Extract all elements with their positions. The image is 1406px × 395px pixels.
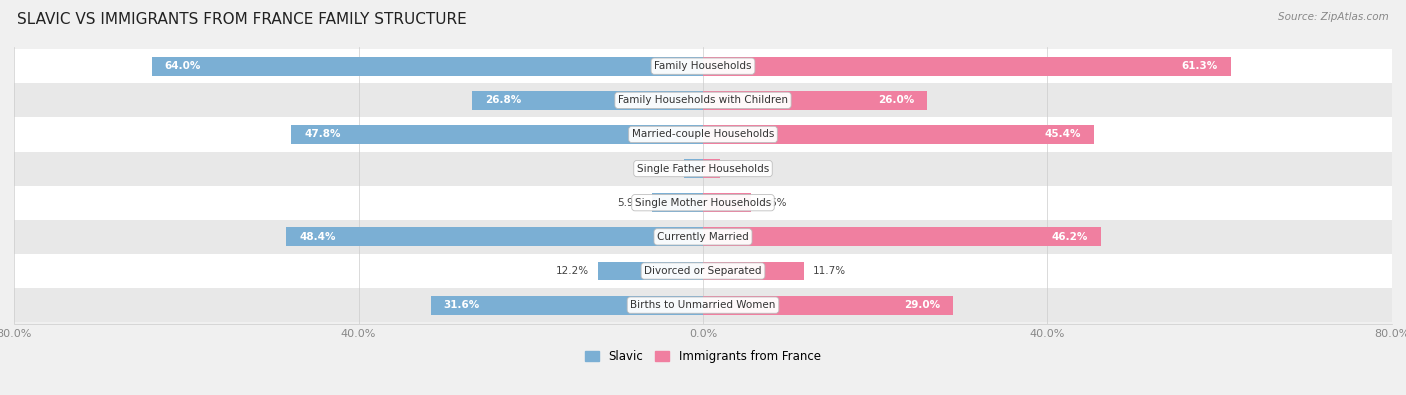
Bar <box>14 49 1392 83</box>
Bar <box>703 261 804 280</box>
Text: 12.2%: 12.2% <box>557 266 589 276</box>
Text: 48.4%: 48.4% <box>299 232 336 242</box>
Bar <box>14 152 1392 186</box>
Bar <box>14 117 1392 152</box>
Text: 29.0%: 29.0% <box>904 300 939 310</box>
Bar <box>291 125 703 144</box>
Text: Single Father Households: Single Father Households <box>637 164 769 173</box>
Bar <box>652 193 703 212</box>
Text: Married-couple Households: Married-couple Households <box>631 130 775 139</box>
Bar <box>14 220 1392 254</box>
Bar <box>472 91 703 110</box>
Text: Family Households: Family Households <box>654 61 752 71</box>
Text: 2.2%: 2.2% <box>650 164 675 173</box>
Text: 2.0%: 2.0% <box>728 164 755 173</box>
Bar <box>703 228 1101 246</box>
Text: Currently Married: Currently Married <box>657 232 749 242</box>
Text: 45.4%: 45.4% <box>1045 130 1081 139</box>
Bar <box>703 125 1094 144</box>
Text: 5.6%: 5.6% <box>759 198 786 208</box>
Text: 26.8%: 26.8% <box>485 95 522 105</box>
Text: Divorced or Separated: Divorced or Separated <box>644 266 762 276</box>
Text: 11.7%: 11.7% <box>813 266 845 276</box>
Text: 46.2%: 46.2% <box>1052 232 1088 242</box>
Bar <box>703 159 720 178</box>
Bar <box>703 193 751 212</box>
Bar <box>287 228 703 246</box>
Bar <box>14 288 1392 322</box>
Bar <box>703 296 953 314</box>
Bar <box>14 254 1392 288</box>
Text: Single Mother Households: Single Mother Households <box>636 198 770 208</box>
Bar <box>14 186 1392 220</box>
Text: 61.3%: 61.3% <box>1181 61 1218 71</box>
Text: 47.8%: 47.8% <box>304 130 340 139</box>
Bar <box>703 91 927 110</box>
Text: 31.6%: 31.6% <box>444 300 479 310</box>
Bar <box>703 57 1230 75</box>
Text: 26.0%: 26.0% <box>877 95 914 105</box>
Bar <box>14 83 1392 117</box>
Text: Source: ZipAtlas.com: Source: ZipAtlas.com <box>1278 12 1389 22</box>
Text: 5.9%: 5.9% <box>617 198 644 208</box>
Bar <box>685 159 703 178</box>
Bar <box>598 261 703 280</box>
Text: 64.0%: 64.0% <box>165 61 201 71</box>
Text: Births to Unmarried Women: Births to Unmarried Women <box>630 300 776 310</box>
Text: Family Households with Children: Family Households with Children <box>619 95 787 105</box>
Text: SLAVIC VS IMMIGRANTS FROM FRANCE FAMILY STRUCTURE: SLAVIC VS IMMIGRANTS FROM FRANCE FAMILY … <box>17 12 467 27</box>
Legend: Slavic, Immigrants from France: Slavic, Immigrants from France <box>581 345 825 368</box>
Bar <box>430 296 703 314</box>
Bar <box>152 57 703 75</box>
